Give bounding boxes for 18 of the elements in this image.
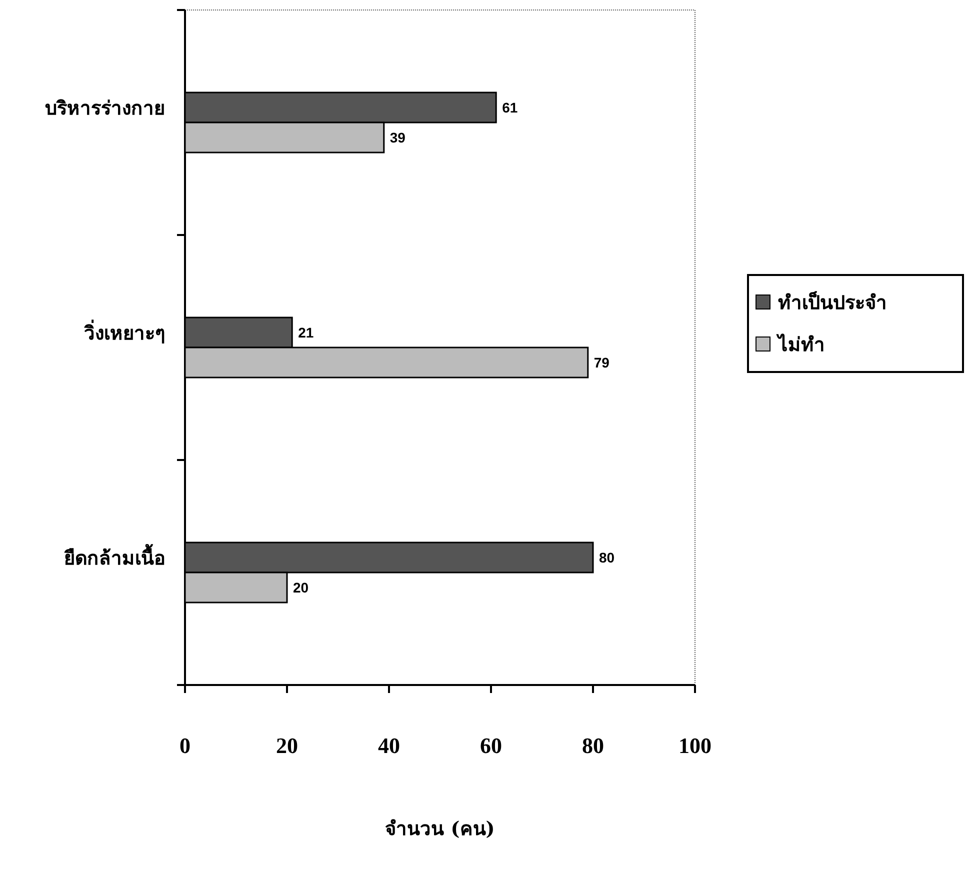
y-tick-label: บริหารร่างกาย <box>45 98 165 120</box>
data-label: 21 <box>298 324 314 340</box>
x-tick-label: 60 <box>480 733 502 758</box>
legend-label: ทำเป็นประจำ <box>778 290 887 314</box>
x-tick-label: 80 <box>582 733 604 758</box>
x-tick-label: 20 <box>276 733 298 758</box>
data-label: 79 <box>594 354 610 370</box>
x-tick-label: 100 <box>678 733 712 758</box>
y-tick-label: วิ่งเหยาะๆ <box>84 320 165 344</box>
x-axis-title: จำนวน (คน) <box>385 818 495 840</box>
x-tick-label: 40 <box>378 733 400 758</box>
legend-label: ไม่ทำ <box>776 333 825 356</box>
data-label: 20 <box>293 580 309 596</box>
data-label: 39 <box>390 130 406 146</box>
y-tick-label: ยืดกล้ามเนื้อ <box>64 544 165 570</box>
data-label: 61 <box>502 100 518 116</box>
data-label: 80 <box>599 550 615 566</box>
x-tick-label: 0 <box>180 733 190 758</box>
